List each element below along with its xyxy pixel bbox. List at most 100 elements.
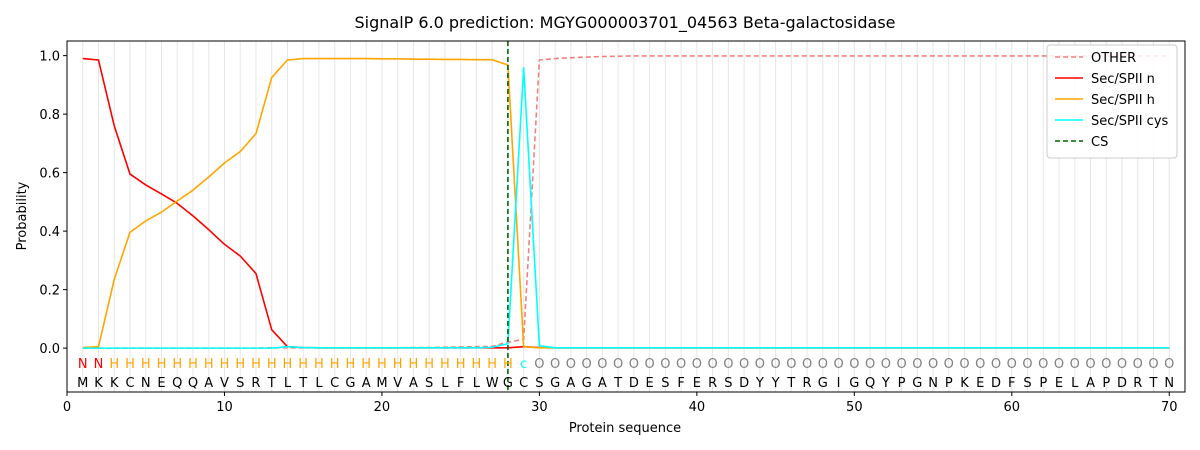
state-label: O [1022,357,1032,372]
residue-label: E [157,376,165,391]
residue-label: L [473,376,481,391]
state-label: H [172,357,182,372]
residue-label: E [976,376,984,391]
residue-label: G [345,376,355,391]
plot-frame [66,40,1186,393]
plot-area: MNKNKHCHNHEHQHQHAHVHSHRHTHLHTHLHCHGHAHMH… [39,40,1186,415]
state-label: H [141,357,151,372]
residue-label: L [1071,376,1079,391]
state-label: H [472,357,482,372]
chart-title: SignalP 6.0 prediction: MGYG000003701_04… [354,13,895,33]
state-label: H [503,357,513,372]
state-label: H [283,357,293,372]
state-label: O [865,357,875,372]
residue-label: N [928,376,938,391]
residue-label: S [1023,376,1031,391]
residue-label: G [912,376,922,391]
residue-label: G [849,376,859,391]
state-label: c [520,357,527,372]
residue-label: S [661,376,669,391]
state-label: O [881,357,891,372]
state-label: O [1038,357,1048,372]
state-label: O [739,357,749,372]
x-tick-label: 10 [216,400,233,415]
state-label: O [1054,357,1064,372]
residue-label: S [724,376,732,391]
residue-label: E [646,376,654,391]
residue-label: E [1055,376,1063,391]
y-axis-label: Probability [15,181,30,250]
residue-label: M [77,376,88,391]
residue-label: V [393,376,402,391]
state-label: H [424,357,434,372]
residue-label: A [598,376,607,391]
legend: OTHER Sec/SPII n Sec/SPII h Sec/SPII cys CS [1046,44,1178,159]
legend-entry: Sec/SPII cys [1091,114,1169,129]
state-label: O [550,357,560,372]
state-label: O [629,357,639,372]
residue-label: G [503,376,513,391]
residue-label: L [315,376,323,391]
state-label: O [1101,357,1111,372]
state-label: O [770,357,780,372]
residue-label: A [362,376,371,391]
state-label: O [597,357,607,372]
state-label: H [267,357,277,372]
state-label: H [487,357,497,372]
residue-label: I [837,376,841,391]
residue-label: C [519,376,528,391]
x-tick-label: 30 [531,400,548,415]
residue-label: Y [771,376,780,391]
state-label: O [1007,357,1017,372]
state-label: H [235,357,245,372]
state-label: O [676,357,686,372]
y-tick-label: 1.0 [39,50,60,65]
state-label: O [645,357,655,372]
residue-label: S [535,376,543,391]
residue-label: D [991,376,1001,391]
residue-label: L [441,376,449,391]
state-label: H [409,357,419,372]
residue-label: K [94,376,103,391]
residue-label: G [582,376,592,391]
state-label: O [613,357,623,372]
residue-label: Q [865,376,875,391]
residue-label: S [236,376,244,391]
residue-label: Q [172,376,182,391]
state-label: O [582,357,592,372]
series-line-sec-spii-cys [82,67,1170,349]
residue-label: A [1086,376,1095,391]
x-tick-label: 70 [1161,400,1178,415]
x-tick-label: 50 [846,400,863,415]
state-label: H [157,357,167,372]
state-label: N [78,357,88,372]
state-label: H [440,357,450,372]
state-label: O [944,357,954,372]
residue-label: K [960,376,969,391]
state-label: H [393,357,403,372]
residue-label: P [945,376,953,391]
residue-label: N [141,376,151,391]
state-label: O [802,357,812,372]
state-label: O [707,357,717,372]
residue-label: Y [881,376,890,391]
residue-label: D [1117,376,1127,391]
x-tick-label: 20 [374,400,391,415]
residue-label: W [486,376,499,391]
legend-entry: Sec/SPII h [1091,93,1155,108]
residue-label: D [739,376,749,391]
residue-label: E [693,376,701,391]
state-label: O [991,357,1001,372]
residue-label: A [566,376,575,391]
legend-entry: CS [1091,135,1108,150]
state-label: H [220,357,230,372]
state-label: O [723,357,733,372]
x-axis-label: Protein sequence [569,421,681,436]
residue-label: K [110,376,119,391]
residue-label: N [1164,376,1174,391]
state-label: O [534,357,544,372]
state-label: O [1117,357,1127,372]
residue-label: S [425,376,433,391]
residue-label: R [708,376,717,391]
state-label: H [377,357,387,372]
